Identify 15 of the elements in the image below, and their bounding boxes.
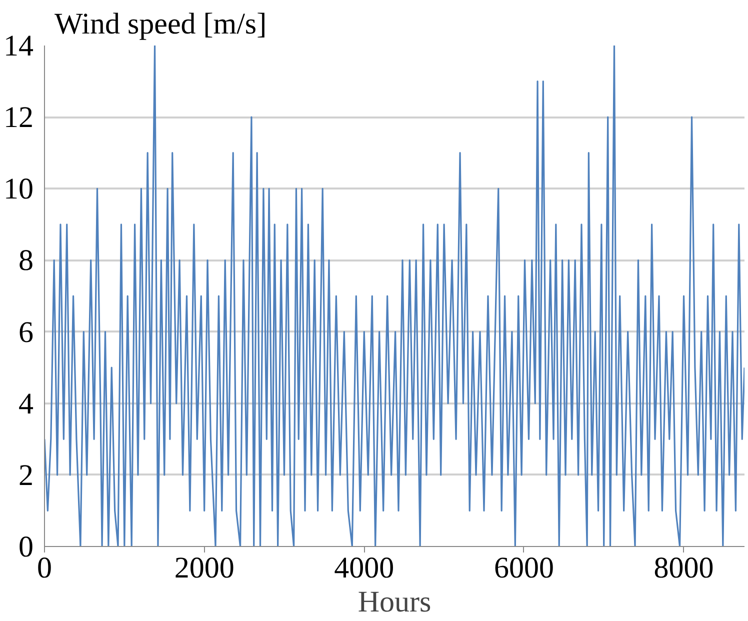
y-tick-label: 8 (18, 244, 34, 278)
y-tick-label: 12 (4, 101, 34, 134)
y-axis-title: Wind speed [m/s] (54, 8, 267, 40)
y-tick-label: 14 (4, 30, 34, 62)
x-tick-label: 4000 (334, 552, 394, 584)
line-series (44, 46, 744, 546)
y-tick-label: 10 (4, 172, 34, 206)
y-tick-label: 0 (18, 530, 34, 564)
x-tick-label: 2000 (174, 552, 234, 584)
y-tick-label: 4 (18, 387, 34, 420)
y-tick-label: 2 (18, 458, 34, 492)
x-tick-label: 6000 (494, 552, 554, 584)
y-tick-label: 6 (18, 316, 34, 349)
x-tick-label: 8000 (654, 552, 714, 584)
x-axis-title: Hours (358, 586, 432, 618)
